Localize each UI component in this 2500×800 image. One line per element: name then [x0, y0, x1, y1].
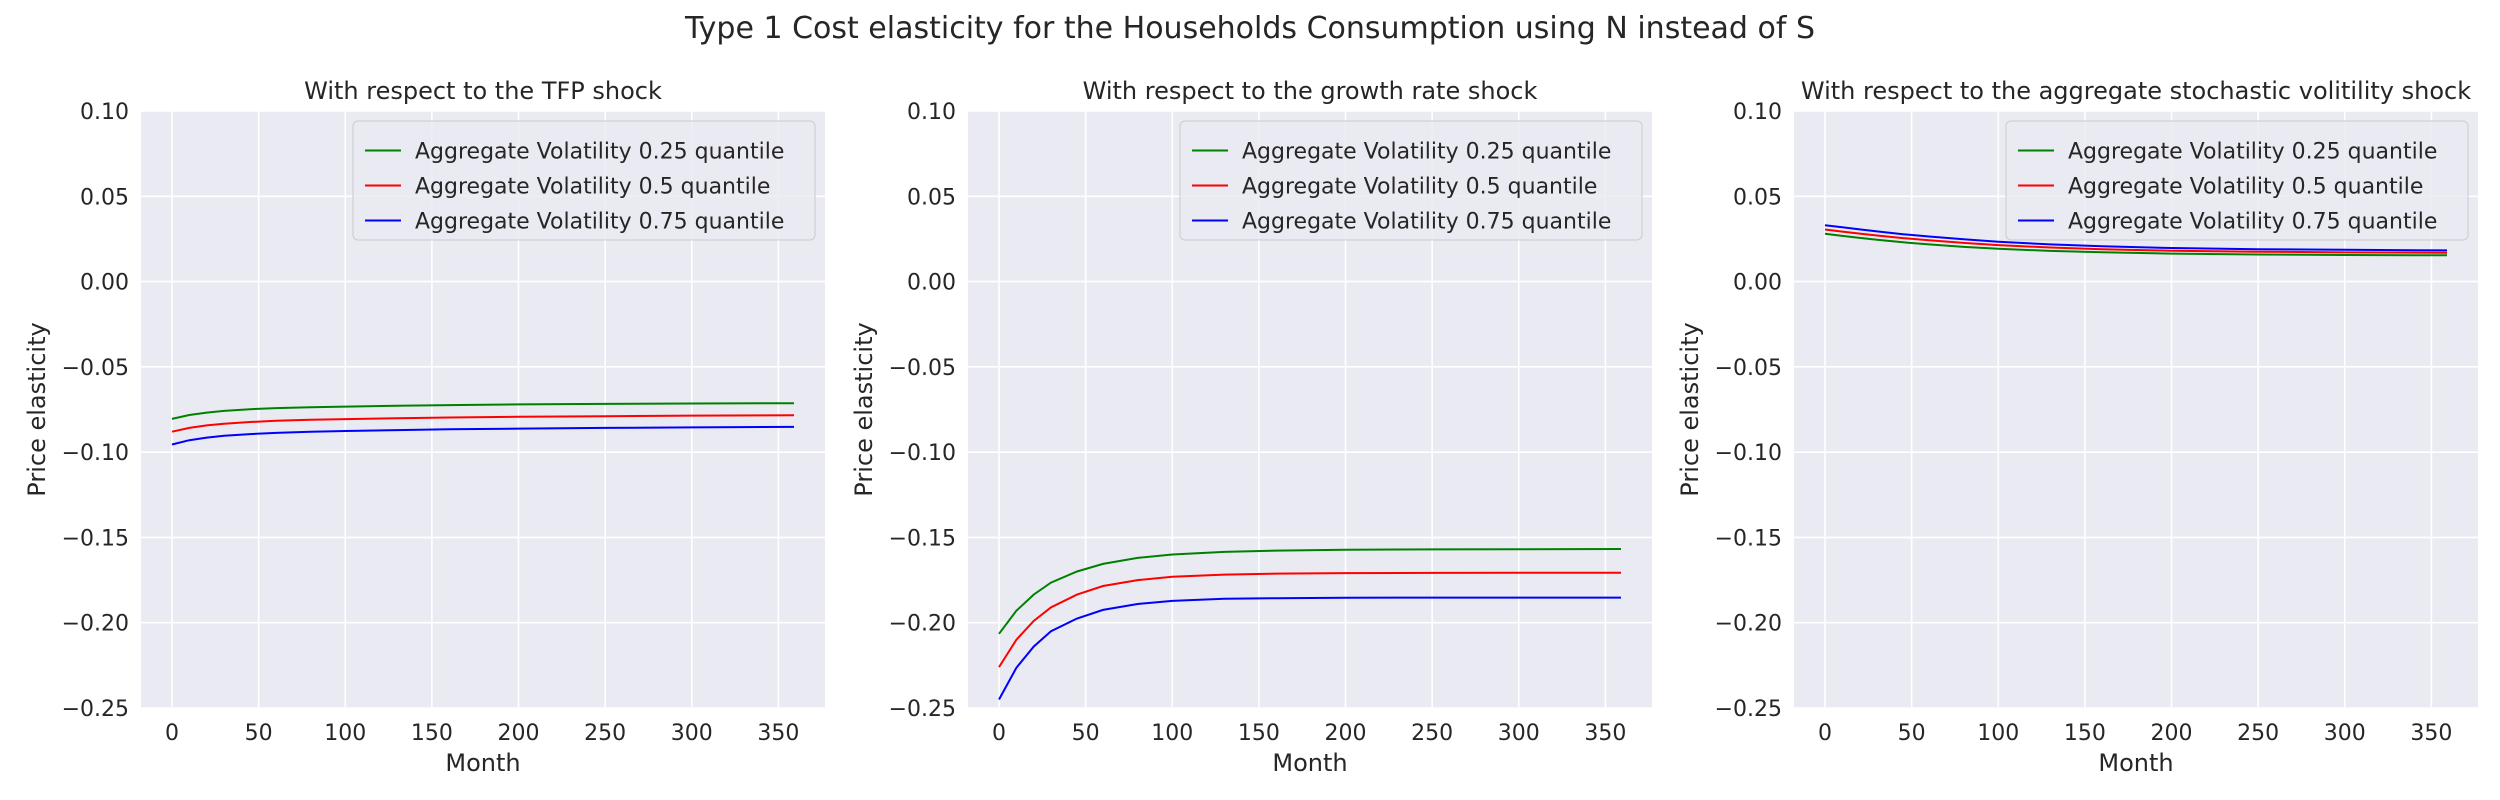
y-tick-label: 0.00: [907, 271, 956, 296]
y-tick-label: 0.05: [80, 185, 129, 210]
y-tick-label: −0.15: [1715, 526, 1782, 551]
y-tick-label: 0.00: [1733, 271, 1782, 296]
x-tick-label: 250: [2237, 721, 2279, 746]
legend-box: [1179, 120, 1643, 241]
series-line-3: [998, 596, 1621, 700]
legend-entry: Aggregate Volatility 0.25 quantile: [1242, 140, 1611, 165]
legend-entry: Aggregate Volatility 0.5 quantile: [415, 175, 770, 200]
x-tick-label: 50: [1898, 721, 1926, 746]
x-tick-label: 50: [1072, 721, 1100, 746]
x-tick-label: 350: [2410, 721, 2452, 746]
chart-panels: 0 50 100 150 200 250 300 350 0.10 0.05 0.00 −0.05 −0…: [23, 77, 2478, 777]
y-tick-label: −0.25: [889, 697, 956, 722]
series-line-2: [998, 571, 1621, 668]
series-line-1: [998, 548, 1622, 635]
x-tick-label: 200: [498, 721, 540, 746]
x-tick-label: 300: [671, 721, 713, 746]
x-tick-label: 150: [1238, 721, 1280, 746]
legend-entry: Aggregate Volatility 0.75 quantile: [415, 210, 784, 235]
x-tick-label: 150: [2064, 721, 2106, 746]
chart-panel-2: 0 50 100 150 200 250 300 350 0.10 0.05 0.00 −0.05 −0…: [850, 77, 1652, 777]
y-tick-label: −0.15: [62, 526, 129, 551]
x-tick-label: 50: [245, 721, 273, 746]
y-tick-label: −0.10: [1715, 441, 1782, 466]
legend-entry: Aggregate Volatility 0.5 quantile: [1242, 175, 1597, 200]
x-tick-label: 0: [992, 721, 1006, 746]
y-tick-label: −0.25: [62, 697, 129, 722]
y-tick-label: −0.05: [889, 356, 956, 381]
y-tick-label: −0.20: [889, 612, 956, 637]
x-tick-label: 350: [1584, 721, 1626, 746]
x-tick-label: 150: [411, 721, 453, 746]
y-tick-label: −0.10: [62, 441, 129, 466]
legend-entry: Aggregate Volatility 0.25 quantile: [415, 140, 784, 165]
x-tick-label: 200: [2151, 721, 2193, 746]
panel-title: With respect to the growth rate shock: [1083, 77, 1538, 105]
y-tick-label: −0.20: [62, 612, 129, 637]
x-tick-label: 300: [1498, 721, 1540, 746]
chart-panel-3: 0 50 100 150 200 250 300 350 0.10 0.05 0.00 −0.05 −0…: [1676, 77, 2478, 777]
series-line-2: [171, 414, 795, 433]
legend: Aggregate Volatility 0.25 quantile Aggreg…: [2005, 120, 2469, 241]
x-tick-label: 250: [1411, 721, 1453, 746]
panel-title: With respect to the TFP shock: [304, 77, 662, 105]
y-tick-label: 0.05: [907, 185, 956, 210]
x-axis-label: Month: [2098, 749, 2173, 777]
figure-suptitle: Type 1 Cost elasticity for the Household…: [684, 11, 1815, 46]
legend-entry: Aggregate Volatility 0.75 quantile: [2068, 210, 2437, 235]
series-line-1: [1824, 232, 2448, 257]
y-tick-label: −0.05: [1715, 356, 1782, 381]
x-tick-label: 250: [584, 721, 626, 746]
legend: Aggregate Volatility 0.25 quantile Aggreg…: [352, 120, 816, 241]
x-tick-label: 0: [165, 721, 179, 746]
series-line-1: [171, 402, 795, 420]
x-tick-label: 100: [1977, 721, 2019, 746]
y-tick-label: −0.15: [889, 526, 956, 551]
legend-entry: Aggregate Volatility 0.5 quantile: [2068, 175, 2423, 200]
x-tick-label: 100: [1151, 721, 1193, 746]
y-tick-label: −0.25: [1715, 697, 1782, 722]
y-tick-label: 0.05: [1733, 185, 1782, 210]
series-line-3: [1824, 224, 2448, 252]
series-line-3: [171, 425, 795, 446]
x-tick-label: 100: [324, 721, 366, 746]
y-tick-label: 0.10: [1733, 100, 1782, 125]
y-tick-label: 0.10: [80, 100, 129, 125]
panel-title: With respect to the aggregate stochastic…: [1801, 77, 2471, 105]
y-tick-label: −0.20: [1715, 612, 1782, 637]
legend-box: [352, 120, 816, 241]
y-tick-label: 0.10: [907, 100, 956, 125]
x-tick-label: 300: [2324, 721, 2366, 746]
x-tick-label: 350: [757, 721, 799, 746]
series-line-2: [1824, 228, 2448, 254]
y-axis-label: Price elasticity: [850, 322, 878, 496]
chart-panel-1: 0 50 100 150 200 250 300 350 0.10 0.05 0.00 −0.05 −0…: [23, 77, 825, 777]
y-axis-label: Price elasticity: [23, 322, 51, 496]
x-tick-label: 0: [1818, 721, 1832, 746]
legend-entry: Aggregate Volatility 0.75 quantile: [1242, 210, 1611, 235]
x-tick-label: 200: [1325, 721, 1367, 746]
y-tick-label: −0.05: [62, 356, 129, 381]
legend-entry: Aggregate Volatility 0.25 quantile: [2068, 140, 2437, 165]
y-tick-label: −0.10: [889, 441, 956, 466]
x-axis-label: Month: [1272, 749, 1347, 777]
x-axis-label: Month: [445, 749, 520, 777]
y-tick-label: 0.00: [80, 271, 129, 296]
legend-box: [2005, 120, 2469, 241]
legend: Aggregate Volatility 0.25 quantile Aggreg…: [1179, 120, 1643, 241]
y-axis-label: Price elasticity: [1676, 322, 1704, 496]
